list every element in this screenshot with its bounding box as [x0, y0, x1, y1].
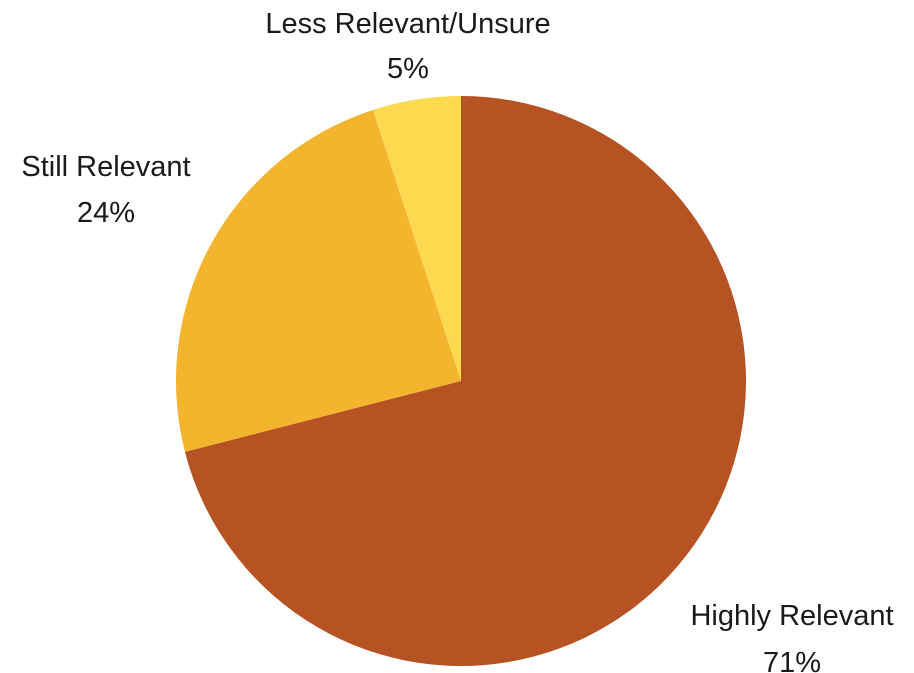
- pie-slice-less-relevant-unsure: [372, 96, 461, 381]
- pie-slices: [175, 96, 746, 666]
- slice-percent-label: 24%: [77, 197, 135, 229]
- slice-percent-label: 5%: [387, 53, 429, 85]
- pie-labels: Highly Relevant 71% Still Relevant 24% Less …: [21, 8, 893, 673]
- pie-slice-still-relevant: [175, 109, 462, 452]
- slice-percent-label: 71%: [763, 647, 821, 673]
- slice-label: Less Relevant/Unsure: [265, 8, 550, 40]
- slice-label: Highly Relevant: [690, 600, 893, 632]
- pie-slice-highly-relevant: [184, 96, 746, 666]
- slice-label: Still Relevant: [21, 151, 190, 183]
